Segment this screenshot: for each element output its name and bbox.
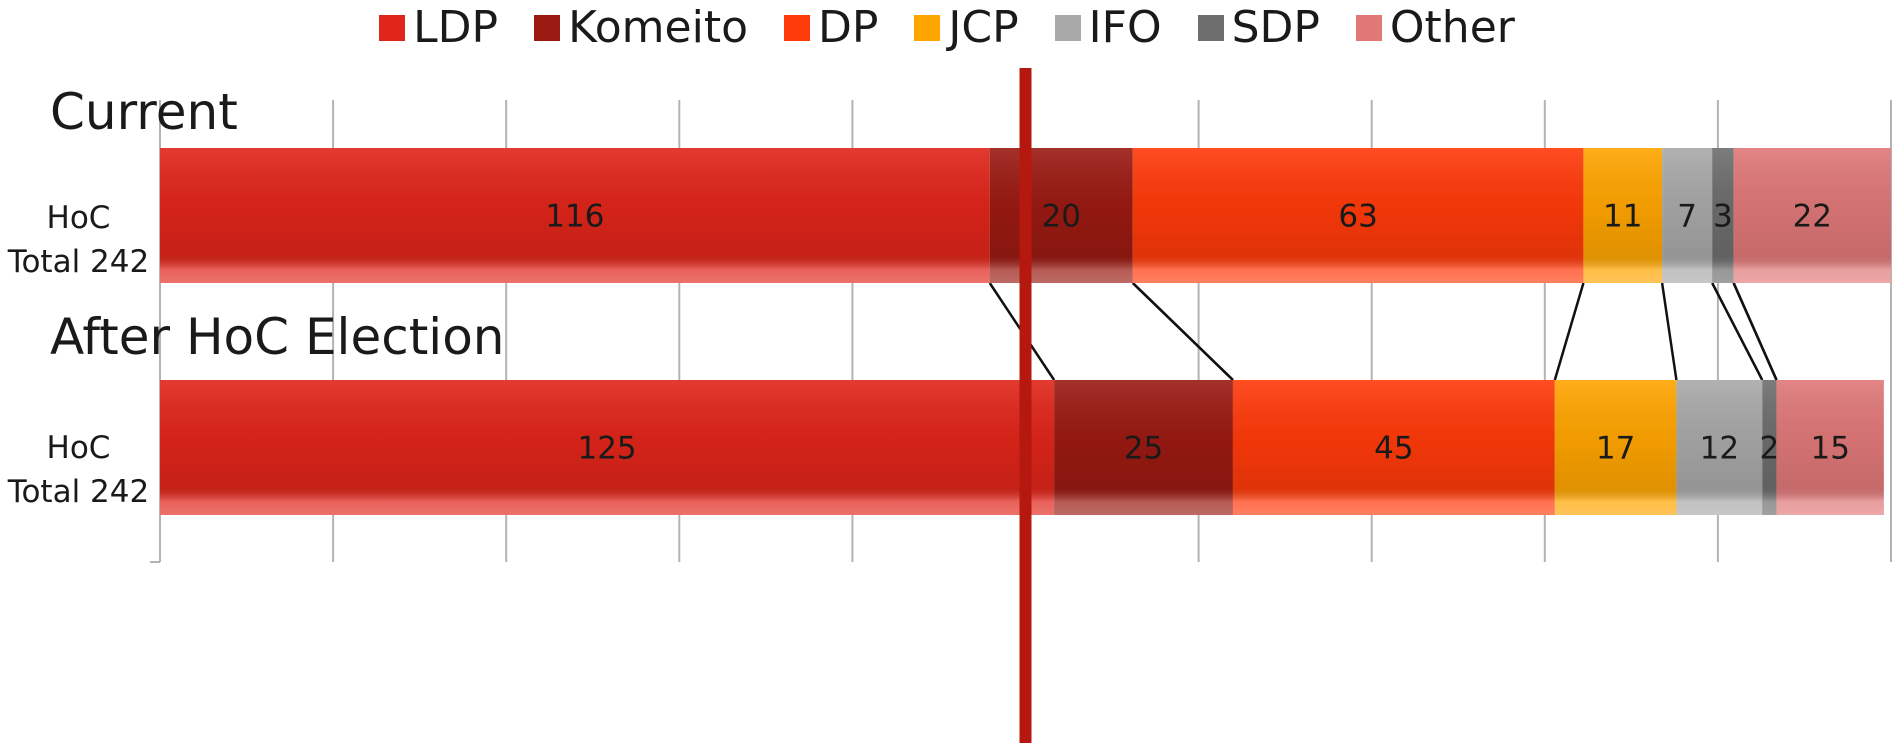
- connector-line: [1732, 282, 1778, 381]
- legend-label: SDP: [1231, 2, 1320, 53]
- bar-shine: [1583, 148, 1663, 283]
- data-label: 17: [1596, 431, 1635, 467]
- category-label-line2: Total 242: [7, 244, 150, 280]
- connector-line: [1553, 282, 1585, 381]
- bar-shine: [160, 148, 990, 283]
- legend-swatch: [379, 14, 406, 41]
- bar-shine: [1676, 380, 1763, 515]
- legend-swatch: [784, 14, 810, 41]
- bar-shine: [1054, 380, 1233, 515]
- group-title-after-election: After HoC Election: [50, 308, 505, 366]
- data-label: 63: [1338, 199, 1377, 235]
- bar-shine: [160, 380, 1055, 515]
- legend-swatch: [914, 14, 941, 41]
- data-label: 3: [1713, 199, 1733, 235]
- legend-swatch: [534, 14, 561, 41]
- legend-swatch: [1197, 14, 1224, 41]
- bar-shine: [1232, 380, 1555, 515]
- category-label-after-election: HoC Total 242: [0, 426, 157, 514]
- bar-shine: [1554, 380, 1677, 515]
- legend-item-other: Other: [1355, 2, 1515, 53]
- bar-shine: [1776, 380, 1884, 515]
- legend-swatch: [1054, 14, 1081, 41]
- data-label: 45: [1374, 431, 1413, 467]
- category-label-line1: HoC: [46, 430, 111, 466]
- bar-shine: [1712, 148, 1734, 283]
- data-label: 25: [1124, 431, 1163, 467]
- legend-label: DP: [818, 2, 879, 53]
- data-label: 7: [1677, 199, 1697, 235]
- group-title-current: Current: [50, 83, 238, 141]
- legend-label: Komeito: [568, 2, 748, 53]
- legend-item-sdp: SDP: [1197, 2, 1320, 53]
- data-label: 116: [545, 199, 604, 235]
- chart-legend: LDP Komeito DP JCP IFO SDP Other: [0, 2, 1894, 53]
- data-label: 15: [1810, 431, 1849, 467]
- legend-label: Other: [1389, 2, 1515, 53]
- bar-shine: [989, 148, 1133, 283]
- majority-line: [1019, 68, 1032, 743]
- legend-item-komeito: Komeito: [534, 2, 748, 53]
- connector-line: [1660, 282, 1678, 381]
- legend-item-ifo: IFO: [1054, 2, 1162, 53]
- data-label: 11: [1603, 199, 1642, 235]
- bar-shine: [1662, 148, 1713, 283]
- data-label: 20: [1042, 199, 1081, 235]
- data-label: 12: [1700, 431, 1739, 467]
- legend-item-ldp: LDP: [379, 2, 498, 53]
- category-label-line1: HoC: [46, 200, 111, 236]
- legend-swatch: [1355, 14, 1382, 41]
- legend-label: LDP: [413, 2, 499, 53]
- legend-label: JCP: [948, 2, 1019, 53]
- bar-shine: [1132, 148, 1584, 283]
- bar-shine: [1762, 380, 1777, 515]
- bar-shine: [1733, 148, 1891, 283]
- legend-item-jcp: JCP: [914, 2, 1019, 53]
- data-label: 125: [577, 431, 636, 467]
- connector-line: [1131, 282, 1234, 381]
- legend-label: IFO: [1088, 2, 1162, 53]
- data-label: 2: [1760, 431, 1780, 467]
- data-label: 22: [1793, 199, 1832, 235]
- connector-line: [1711, 282, 1764, 381]
- category-label-line2: Total 242: [7, 474, 150, 510]
- category-label-current: HoC Total 242: [0, 196, 157, 284]
- legend-item-dp: DP: [784, 2, 878, 53]
